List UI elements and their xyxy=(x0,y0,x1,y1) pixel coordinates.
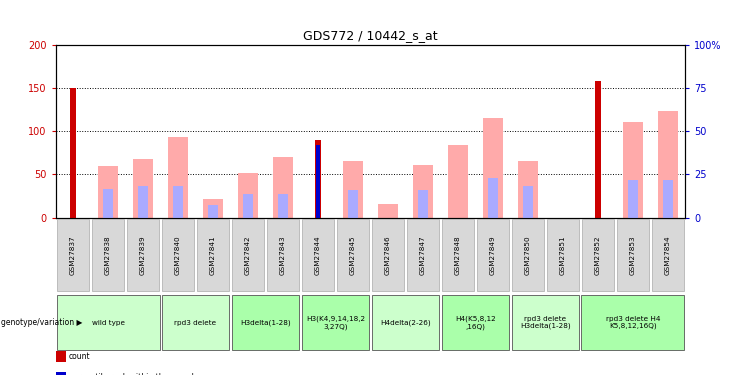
Bar xyxy=(512,219,544,291)
Text: GSM27840: GSM27840 xyxy=(175,235,181,275)
Bar xyxy=(623,122,642,218)
Bar xyxy=(207,205,219,218)
Text: rpd3 delete H4
K5,8,12,16Q): rpd3 delete H4 K5,8,12,16Q) xyxy=(605,316,660,329)
Text: percentile rank within the sample: percentile rank within the sample xyxy=(69,373,199,375)
Text: count: count xyxy=(69,352,90,361)
Bar xyxy=(343,162,362,218)
Bar xyxy=(488,178,498,218)
Text: GSM27841: GSM27841 xyxy=(210,235,216,275)
Text: rpd3 delete: rpd3 delete xyxy=(174,320,216,326)
Bar xyxy=(92,219,124,291)
Title: GDS772 / 10442_s_at: GDS772 / 10442_s_at xyxy=(303,30,438,42)
Text: H4(K5,8,12
,16Q): H4(K5,8,12 ,16Q) xyxy=(455,315,496,330)
Bar xyxy=(232,295,299,350)
Bar xyxy=(56,295,159,350)
Text: GSM27842: GSM27842 xyxy=(245,235,251,275)
Text: H3delta(1-28): H3delta(1-28) xyxy=(240,319,290,326)
Text: GSM27850: GSM27850 xyxy=(525,235,531,275)
Text: GSM27851: GSM27851 xyxy=(560,235,566,275)
Bar xyxy=(168,137,187,218)
Bar xyxy=(316,148,320,217)
Bar xyxy=(547,219,579,291)
Text: GSM27845: GSM27845 xyxy=(350,235,356,275)
Text: GSM27847: GSM27847 xyxy=(420,235,426,275)
Bar xyxy=(442,295,509,350)
Bar xyxy=(127,219,159,291)
Bar xyxy=(418,190,428,217)
Bar xyxy=(278,194,288,217)
Bar xyxy=(582,219,614,291)
Text: GSM27844: GSM27844 xyxy=(315,235,321,275)
Text: GSM27852: GSM27852 xyxy=(595,235,601,275)
Bar xyxy=(522,186,534,218)
Bar xyxy=(483,118,502,218)
Text: GSM27854: GSM27854 xyxy=(665,235,671,275)
Bar xyxy=(348,190,358,217)
Bar xyxy=(315,140,321,218)
Bar xyxy=(302,219,334,291)
Bar xyxy=(337,219,369,291)
Bar xyxy=(173,186,183,218)
Bar xyxy=(243,194,253,217)
Text: GSM27839: GSM27839 xyxy=(140,235,146,275)
Bar xyxy=(316,145,320,218)
Bar xyxy=(596,135,600,218)
Bar xyxy=(267,219,299,291)
Text: GSM27837: GSM27837 xyxy=(70,235,76,275)
Bar xyxy=(162,219,194,291)
Bar xyxy=(99,166,118,218)
Bar xyxy=(652,219,684,291)
Bar xyxy=(442,219,474,291)
Text: wild type: wild type xyxy=(92,320,124,326)
Bar xyxy=(477,219,509,291)
Bar xyxy=(407,219,439,291)
Bar xyxy=(71,135,75,218)
Text: GSM27853: GSM27853 xyxy=(630,235,636,275)
Bar xyxy=(232,219,264,291)
Bar xyxy=(103,189,113,217)
Bar xyxy=(372,219,404,291)
Bar xyxy=(628,180,638,218)
Bar xyxy=(582,295,685,350)
Bar xyxy=(70,88,76,218)
Bar xyxy=(239,172,258,217)
Text: H4delta(2-26): H4delta(2-26) xyxy=(380,319,431,326)
Bar xyxy=(595,81,601,218)
Text: GSM27838: GSM27838 xyxy=(105,235,111,275)
Bar xyxy=(133,159,153,218)
Bar xyxy=(162,295,230,350)
Bar xyxy=(57,219,89,291)
Bar xyxy=(197,219,229,291)
Bar xyxy=(511,295,579,350)
Text: GSM27849: GSM27849 xyxy=(490,235,496,275)
Text: GSM27843: GSM27843 xyxy=(280,235,286,275)
Bar xyxy=(379,204,398,218)
Text: H3(K4,9,14,18,2
3,27Q): H3(K4,9,14,18,2 3,27Q) xyxy=(306,315,365,330)
Bar xyxy=(662,180,673,218)
Bar xyxy=(273,157,293,218)
Bar xyxy=(302,295,370,350)
Text: GSM27848: GSM27848 xyxy=(455,235,461,275)
Text: genotype/variation ▶: genotype/variation ▶ xyxy=(1,318,82,327)
Text: rpd3 delete
H3delta(1-28): rpd3 delete H3delta(1-28) xyxy=(520,316,571,329)
Bar xyxy=(413,165,433,218)
Bar xyxy=(204,198,222,217)
Bar xyxy=(138,186,148,218)
Bar xyxy=(448,145,468,218)
Bar xyxy=(519,162,537,218)
Text: GSM27846: GSM27846 xyxy=(385,235,391,275)
Bar xyxy=(658,111,677,218)
Bar xyxy=(617,219,649,291)
Bar xyxy=(371,295,439,350)
